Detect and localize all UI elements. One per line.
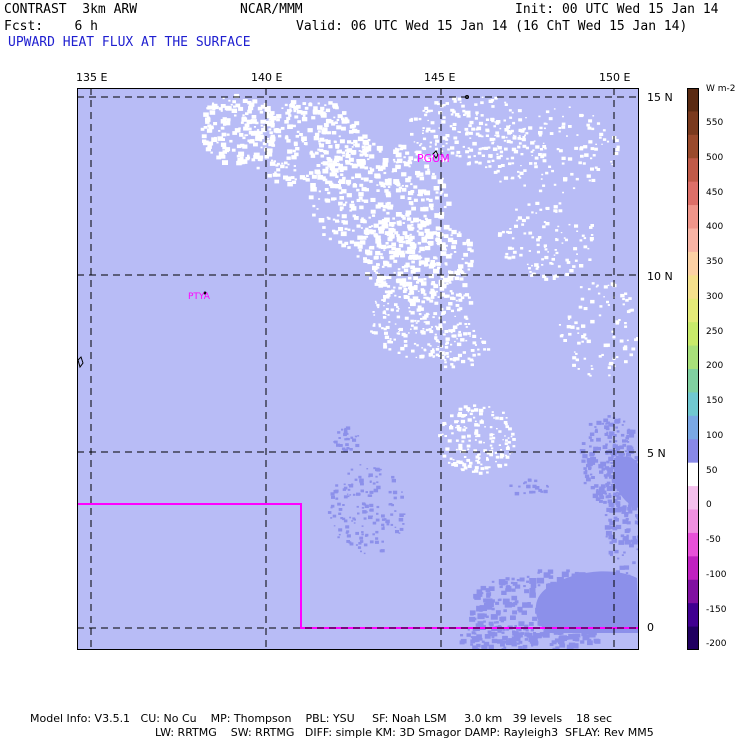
colorbar-segment <box>687 509 699 534</box>
colorbar-tick-label: 300 <box>706 291 724 302</box>
colorbar-segment <box>687 369 699 394</box>
colorbar-segment <box>687 88 699 113</box>
colorbar-tick-label: 550 <box>706 118 724 128</box>
colorbar-tick-label: 400 <box>706 222 724 233</box>
lon-label-135: 135 E <box>76 71 108 84</box>
colorbar-segment <box>687 111 699 136</box>
colorbar-segment <box>687 275 699 300</box>
zero-flux-regions <box>200 93 639 475</box>
station-pgum: PGUM <box>417 152 450 165</box>
lon-label-150: 150 E <box>599 71 631 84</box>
colorbar-segment <box>687 603 699 628</box>
colorbar-tick-label: 250 <box>706 326 724 337</box>
heat-flux-map: PGUM PTYA <box>77 88 639 650</box>
init-time: Init: 00 UTC Wed 15 Jan 14 <box>515 2 719 17</box>
colorbar-segment <box>687 462 699 487</box>
station-ptya: PTYA <box>188 292 211 302</box>
colorbar-tick-label: -200 <box>706 639 727 650</box>
lat-lon-grid <box>77 88 639 650</box>
colorbar-segment <box>687 392 699 417</box>
footer-physics-info: LW: RRTMG SW: RRTMG DIFF: simple KM: 3D … <box>155 726 654 739</box>
map-background <box>77 88 639 650</box>
lon-label-140: 140 E <box>251 71 283 84</box>
colorbar-segment <box>687 205 699 230</box>
colorbar-segment <box>687 532 699 557</box>
colorbar-tick-label: -150 <box>706 604 727 615</box>
colorbar-segment <box>687 228 699 253</box>
colorbar-tick-label: 0 <box>706 500 712 511</box>
lat-label-15n: 15 N <box>647 91 673 104</box>
colorbar-segment <box>687 345 699 370</box>
colorbar-tick-label: 100 <box>706 430 724 441</box>
weak-positive-flux-regions <box>327 415 639 650</box>
colorbar-tick-label: 350 <box>706 257 724 267</box>
colorbar-tick-label: 50 <box>706 465 718 476</box>
island-marker <box>465 95 469 99</box>
colorbar-segment <box>687 134 699 159</box>
model-title: CONTRAST 3km ARW <box>4 2 138 17</box>
colorbar-segment <box>687 181 699 206</box>
colorbar-segment <box>687 439 699 464</box>
center-name: NCAR/MMM <box>240 2 303 17</box>
field-title: UPWARD HEAT FLUX AT THE SURFACE <box>8 35 251 50</box>
lon-label-145: 145 E <box>424 71 456 84</box>
lat-label-10n: 10 N <box>647 270 673 283</box>
colorbar-tick-label: 150 <box>706 396 724 406</box>
footer-model-info: Model Info: V3.5.1 CU: No Cu MP: Thompso… <box>30 712 613 725</box>
island-coastline <box>77 356 84 369</box>
lat-label-0: 0 <box>647 621 654 634</box>
ptya-marker <box>203 291 207 295</box>
guam-coastline <box>432 150 439 159</box>
colorbar-segment <box>687 298 699 323</box>
colorbar-segment <box>687 322 699 347</box>
lat-label-5n: 5 N <box>647 447 666 460</box>
colorbar-segment <box>687 579 699 604</box>
colorbar <box>687 88 699 650</box>
colorbar-tick-label: -100 <box>706 569 727 580</box>
colorbar-segment <box>687 415 699 440</box>
map-frame <box>77 88 639 650</box>
inner-domain-boundary <box>77 503 639 629</box>
colorbar-segment <box>687 486 699 511</box>
colorbar-segment <box>687 556 699 581</box>
forecast-hour: Fcst: 6 h <box>4 19 98 34</box>
colorbar-segment <box>687 626 699 650</box>
colorbar-tick-label: 500 <box>706 152 724 163</box>
colorbar-tick-label: 200 <box>706 361 724 372</box>
colorbar-tick-label: -50 <box>706 535 721 545</box>
colorbar-units: W m-2 <box>706 84 736 94</box>
colorbar-segment <box>687 158 699 183</box>
colorbar-segment <box>687 251 699 276</box>
valid-time: Valid: 06 UTC Wed 15 Jan 14 (16 ChT Wed … <box>296 19 688 34</box>
colorbar-tick-label: 450 <box>706 187 724 198</box>
